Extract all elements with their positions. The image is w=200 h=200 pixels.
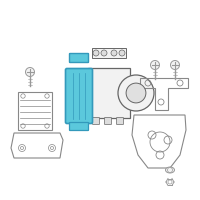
Circle shape xyxy=(111,50,117,56)
Circle shape xyxy=(170,60,180,70)
Ellipse shape xyxy=(166,167,174,173)
FancyBboxPatch shape xyxy=(70,122,88,130)
FancyBboxPatch shape xyxy=(88,68,130,118)
Circle shape xyxy=(93,50,99,56)
FancyBboxPatch shape xyxy=(116,117,124,124)
FancyBboxPatch shape xyxy=(66,68,92,123)
Circle shape xyxy=(119,50,125,56)
FancyBboxPatch shape xyxy=(92,48,126,58)
Circle shape xyxy=(118,75,154,111)
FancyBboxPatch shape xyxy=(70,53,88,62)
Circle shape xyxy=(101,50,107,56)
FancyBboxPatch shape xyxy=(92,117,100,124)
FancyBboxPatch shape xyxy=(104,117,112,124)
Circle shape xyxy=(26,68,35,76)
Circle shape xyxy=(126,83,146,103)
Circle shape xyxy=(151,60,160,70)
